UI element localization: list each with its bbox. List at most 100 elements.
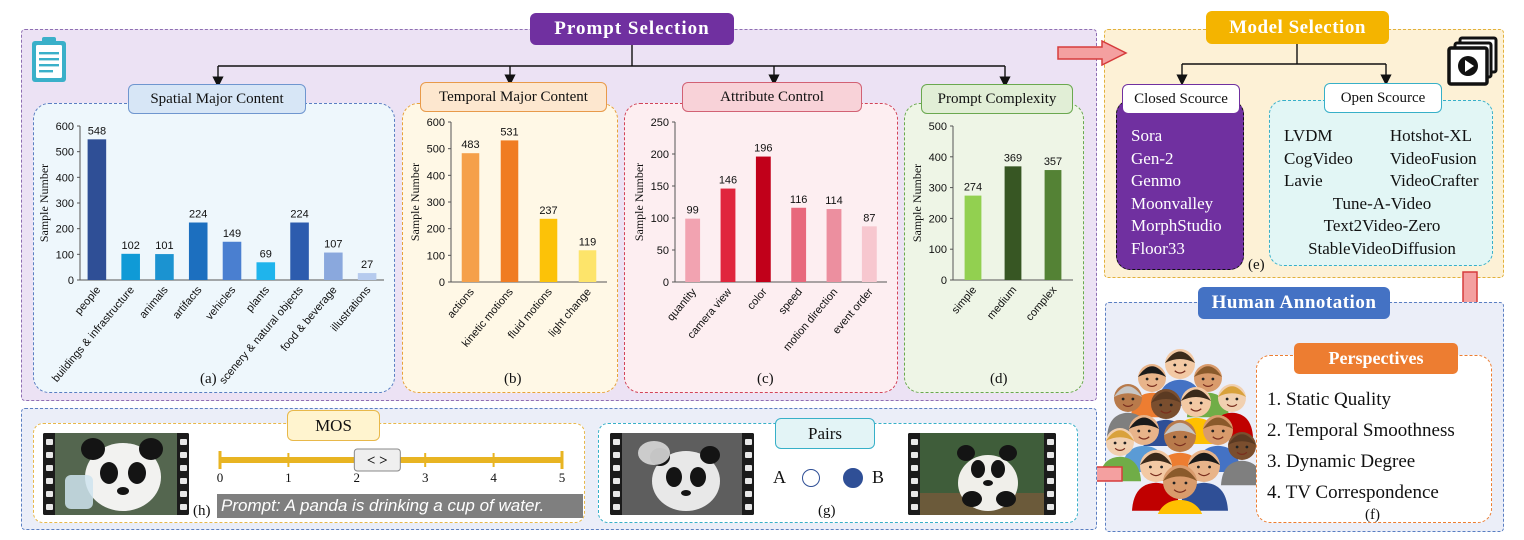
x-tick-label: vehicles xyxy=(204,284,239,323)
crowd-person-eye xyxy=(1145,377,1149,381)
perspectives-title-text: Perspectives xyxy=(1328,348,1424,368)
temporal-title-text: Temporal Major Content xyxy=(439,88,588,105)
crowd-person-mouth xyxy=(1174,442,1186,447)
pair-video-b-thumbnail[interactable] xyxy=(908,433,1056,515)
bar xyxy=(357,273,377,280)
open-model-row: CogVideo VideoFusion xyxy=(1278,148,1486,171)
y-tick-label: 200 xyxy=(56,224,74,236)
x-tick-label: color xyxy=(745,286,770,312)
mos-tick-label: 5 xyxy=(559,470,566,485)
bar-value-label: 102 xyxy=(121,240,139,252)
crowd-person-hair xyxy=(1140,452,1172,465)
bar-value-label: 196 xyxy=(754,143,772,155)
y-tick-label: 200 xyxy=(427,224,445,236)
y-tick-label: 500 xyxy=(56,147,74,159)
bar-value-label: 101 xyxy=(155,240,173,252)
mos-slider-handle[interactable] xyxy=(353,448,401,472)
attribute-sublabel: (c) xyxy=(757,371,774,387)
open-model-item: Hotshot-XL xyxy=(1389,126,1473,145)
perspective-item: 4. TV Correspondence xyxy=(1267,482,1439,503)
y-tick-label: 300 xyxy=(56,198,74,210)
y-tick-label: 150 xyxy=(651,181,669,193)
open-model-item: Lavie xyxy=(1284,171,1323,191)
crowd-person-eye xyxy=(1173,435,1176,439)
model-selection-title: Model Selection xyxy=(1206,11,1389,44)
crowd-person-hair xyxy=(1129,417,1159,429)
open-model-item: VideoCrafter xyxy=(1389,171,1479,191)
crowd-person-eye xyxy=(1208,465,1211,469)
open-model-item: StableVideoDiffusion xyxy=(1308,238,1456,258)
spatial-chart: 0 100 200 300 400 500 600 Sample Number 548 peopl… xyxy=(37,121,384,387)
bar-value-label: 116 xyxy=(790,194,808,206)
crowd-person-eye xyxy=(1235,397,1239,401)
closed-source-list: Sora Gen-2 Genmo Moonvalley MorphStudio Floor… xyxy=(1131,125,1241,261)
mos-slider[interactable]: 0 1 2 3 4 5 < > xyxy=(212,446,574,492)
crowd-person-hair xyxy=(1194,366,1222,377)
complexity-title-text: Prompt Complexity xyxy=(937,90,1057,107)
open-model-row: Lavie VideoCrafter xyxy=(1278,170,1486,193)
crowd-person-eye xyxy=(1169,403,1173,407)
crowd-person-eye xyxy=(1184,481,1188,485)
pair-video-a-thumbnail[interactable] xyxy=(610,433,754,515)
complexity-title: Prompt Complexity xyxy=(921,84,1073,114)
crowd-person-eye xyxy=(1211,377,1215,381)
bar xyxy=(861,226,877,282)
crowd-person-mouth xyxy=(1114,447,1126,451)
prompt-selection-title: Prompt Selection xyxy=(530,13,734,45)
closed-model-item: Gen-2 xyxy=(1131,148,1174,168)
crowd-person-eye xyxy=(1221,429,1225,433)
bar xyxy=(964,195,982,280)
bar xyxy=(826,209,842,282)
clipboard-icon xyxy=(30,36,68,84)
bar-value-label: 27 xyxy=(361,259,373,271)
bar-value-label: 107 xyxy=(324,239,342,251)
bar xyxy=(290,222,309,280)
arrow-prompt-to-model xyxy=(1057,40,1128,66)
crowd-person-hair xyxy=(1218,386,1246,397)
crowd-person-hair xyxy=(1163,467,1197,481)
crowd-person-eye xyxy=(1131,397,1135,401)
bar xyxy=(256,262,276,280)
pair-option-b-radio[interactable] xyxy=(843,468,863,488)
crowd-person-body xyxy=(1157,499,1203,514)
perspective-item: 3. Dynamic Degree xyxy=(1267,451,1416,472)
bar-value-label: 369 xyxy=(1004,152,1022,164)
perspective-item: 1. Static Quality xyxy=(1267,389,1392,410)
x-tick-label: quantity xyxy=(665,286,699,324)
complexity-chart: 0 100 200 300 400 500 Sample Number 274 simple 36… xyxy=(910,121,1073,323)
crowd-person-eye xyxy=(1121,397,1125,401)
mos-tick-label: 2 xyxy=(354,470,361,485)
open-model-item: Tune-A-Video xyxy=(1332,193,1432,213)
crowd-person-eye xyxy=(1189,401,1193,405)
mos-title-text: MOS xyxy=(315,415,352,435)
pairs-title: Pairs xyxy=(775,418,875,449)
open-source-list: LVDM Hotshot-XL CogVideo VideoFusion Lavie Vi… xyxy=(1278,125,1486,261)
y-tick-label: 500 xyxy=(929,121,947,133)
crowd-person-eye xyxy=(1155,377,1159,381)
x-tick-label: speed xyxy=(776,286,804,317)
x-tick-label: medium xyxy=(985,284,1019,322)
y-tick-label: 400 xyxy=(929,152,947,164)
crowd-person-mouth xyxy=(1198,472,1210,477)
bar-value-label: 483 xyxy=(461,139,479,151)
open-model-item: CogVideo xyxy=(1284,148,1353,168)
attribute-title-text: Attribute Control xyxy=(720,88,824,105)
bar xyxy=(755,156,771,282)
y-tick-label: 100 xyxy=(929,244,947,256)
bar-value-label: 357 xyxy=(1044,156,1062,168)
bar-value-label: 237 xyxy=(539,205,557,217)
y-tick-label: 0 xyxy=(663,277,669,289)
bar xyxy=(461,153,480,282)
mos-tick-label: 1 xyxy=(285,470,292,485)
pair-option-a-radio[interactable] xyxy=(802,469,820,487)
crowd-person-mouth xyxy=(1146,383,1158,387)
bar-value-label: 224 xyxy=(189,209,207,221)
crowd-person-eye xyxy=(1160,465,1163,469)
crowd-person-eye xyxy=(1137,429,1141,433)
pairs-sublabel: (g) xyxy=(818,503,836,519)
x-tick-label: plants xyxy=(244,284,272,315)
temporal-title: Temporal Major Content xyxy=(420,82,607,112)
crowd-person-eye xyxy=(1245,445,1249,449)
y-tick-label: 600 xyxy=(56,121,74,133)
